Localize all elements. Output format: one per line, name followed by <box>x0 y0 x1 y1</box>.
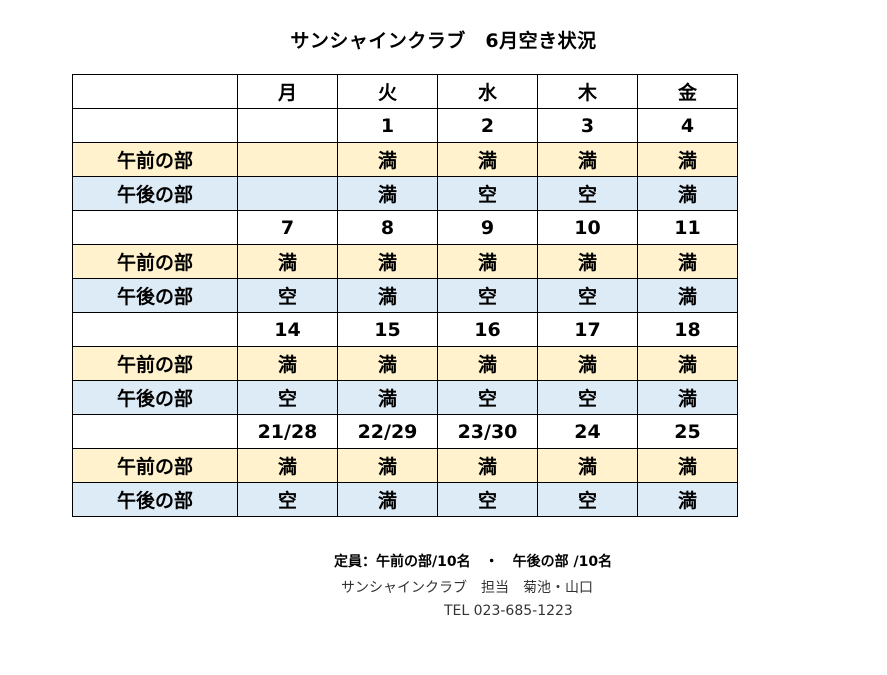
availability-cell <box>237 142 338 177</box>
availability-cell: 満 <box>537 346 638 381</box>
availability-cell: 満 <box>237 244 338 279</box>
availability-cell: 満 <box>437 448 538 483</box>
date-row: 14 15 16 17 18 <box>72 312 738 347</box>
empty-label-cell <box>72 108 238 143</box>
weekday-thursday: 木 <box>537 74 638 109</box>
date-cell: 25 <box>637 414 738 449</box>
date-cell: 22/29 <box>337 414 438 449</box>
availability-cell: 満 <box>637 380 738 415</box>
session-label: 午前の部 <box>72 346 238 381</box>
session-label: 午後の部 <box>72 278 238 313</box>
date-cell <box>237 108 338 143</box>
availability-cell: 空 <box>537 176 638 211</box>
date-cell: 11 <box>637 210 738 245</box>
availability-cell: 空 <box>537 482 638 517</box>
weekday-monday: 月 <box>237 74 338 109</box>
date-cell: 23/30 <box>437 414 538 449</box>
phone-number: TEL 023-685-1223 <box>444 603 573 619</box>
session-label: 午後の部 <box>72 176 238 211</box>
availability-cell: 満 <box>437 346 538 381</box>
availability-cell <box>237 176 338 211</box>
date-cell: 8 <box>337 210 438 245</box>
page-title: サンシャインクラブ 6月空き状況 <box>290 30 597 52</box>
date-cell: 14 <box>237 312 338 347</box>
availability-table: 月 火 水 木 金 1 2 3 4 午前の部満満満満午後の部満空空満 7 8 9 10 11 午前の… <box>72 74 738 517</box>
availability-cell: 満 <box>537 142 638 177</box>
availability-cell: 満 <box>237 346 338 381</box>
date-cell: 18 <box>637 312 738 347</box>
availability-cell: 満 <box>337 448 438 483</box>
empty-label-cell <box>72 210 238 245</box>
weekday-friday: 金 <box>637 74 738 109</box>
availability-cell: 満 <box>537 448 638 483</box>
session-label: 午後の部 <box>72 482 238 517</box>
availability-cell: 満 <box>637 346 738 381</box>
session-label: 午後の部 <box>72 380 238 415</box>
availability-cell: 満 <box>637 482 738 517</box>
weekday-wednesday: 水 <box>437 74 538 109</box>
availability-cell: 空 <box>237 380 338 415</box>
availability-cell: 満 <box>337 380 438 415</box>
date-cell: 10 <box>537 210 638 245</box>
availability-cell: 満 <box>337 278 438 313</box>
date-cell: 21/28 <box>237 414 338 449</box>
availability-cell: 満 <box>537 244 638 279</box>
availability-cell: 空 <box>237 278 338 313</box>
session-label: 午前の部 <box>72 448 238 483</box>
session-label: 午前の部 <box>72 244 238 279</box>
availability-cell: 空 <box>237 482 338 517</box>
availability-cell: 満 <box>337 346 438 381</box>
date-row: 7 8 9 10 11 <box>72 210 738 245</box>
afternoon-session-row: 午後の部空満空空満 <box>72 482 738 517</box>
date-cell: 7 <box>237 210 338 245</box>
capacity-note: 定員：午前の部/10名 ・ 午後の部 /10名 <box>334 554 613 570</box>
corner-cell <box>72 74 238 109</box>
afternoon-session-row: 午後の部満空空満 <box>72 176 738 211</box>
availability-cell: 満 <box>337 482 438 517</box>
afternoon-session-row: 午後の部空満空空満 <box>72 380 738 415</box>
date-cell: 15 <box>337 312 438 347</box>
date-cell: 4 <box>637 108 738 143</box>
date-cell: 9 <box>437 210 538 245</box>
date-cell: 3 <box>537 108 638 143</box>
availability-cell: 空 <box>437 482 538 517</box>
availability-cell: 満 <box>637 142 738 177</box>
morning-session-row: 午前の部満満満満満 <box>72 244 738 279</box>
date-cell: 16 <box>437 312 538 347</box>
weekday-header-row: 月 火 水 木 金 <box>72 74 738 109</box>
availability-cell: 満 <box>637 244 738 279</box>
availability-cell: 満 <box>637 448 738 483</box>
date-cell: 1 <box>337 108 438 143</box>
availability-cell: 満 <box>437 142 538 177</box>
date-cell: 2 <box>437 108 538 143</box>
afternoon-session-row: 午後の部空満空空満 <box>72 278 738 313</box>
availability-cell: 満 <box>637 278 738 313</box>
date-cell: 17 <box>537 312 638 347</box>
morning-session-row: 午前の部満満満満満 <box>72 448 738 483</box>
availability-cell: 空 <box>437 380 538 415</box>
availability-cell: 満 <box>437 244 538 279</box>
availability-cell: 空 <box>437 176 538 211</box>
morning-session-row: 午前の部満満満満満 <box>72 346 738 381</box>
date-row: 21/28 22/29 23/30 24 25 <box>72 414 738 449</box>
session-label: 午前の部 <box>72 142 238 177</box>
availability-cell: 満 <box>337 244 438 279</box>
availability-cell: 空 <box>537 380 638 415</box>
morning-session-row: 午前の部満満満満 <box>72 142 738 177</box>
weekday-tuesday: 火 <box>337 74 438 109</box>
empty-label-cell <box>72 312 238 347</box>
availability-cell: 満 <box>337 142 438 177</box>
availability-cell: 空 <box>537 278 638 313</box>
availability-cell: 満 <box>637 176 738 211</box>
empty-label-cell <box>72 414 238 449</box>
availability-cell: 満 <box>237 448 338 483</box>
availability-cell: 空 <box>437 278 538 313</box>
availability-cell: 満 <box>337 176 438 211</box>
contact-note: サンシャインクラブ 担当 菊池・山口 <box>341 580 593 596</box>
date-cell: 24 <box>537 414 638 449</box>
